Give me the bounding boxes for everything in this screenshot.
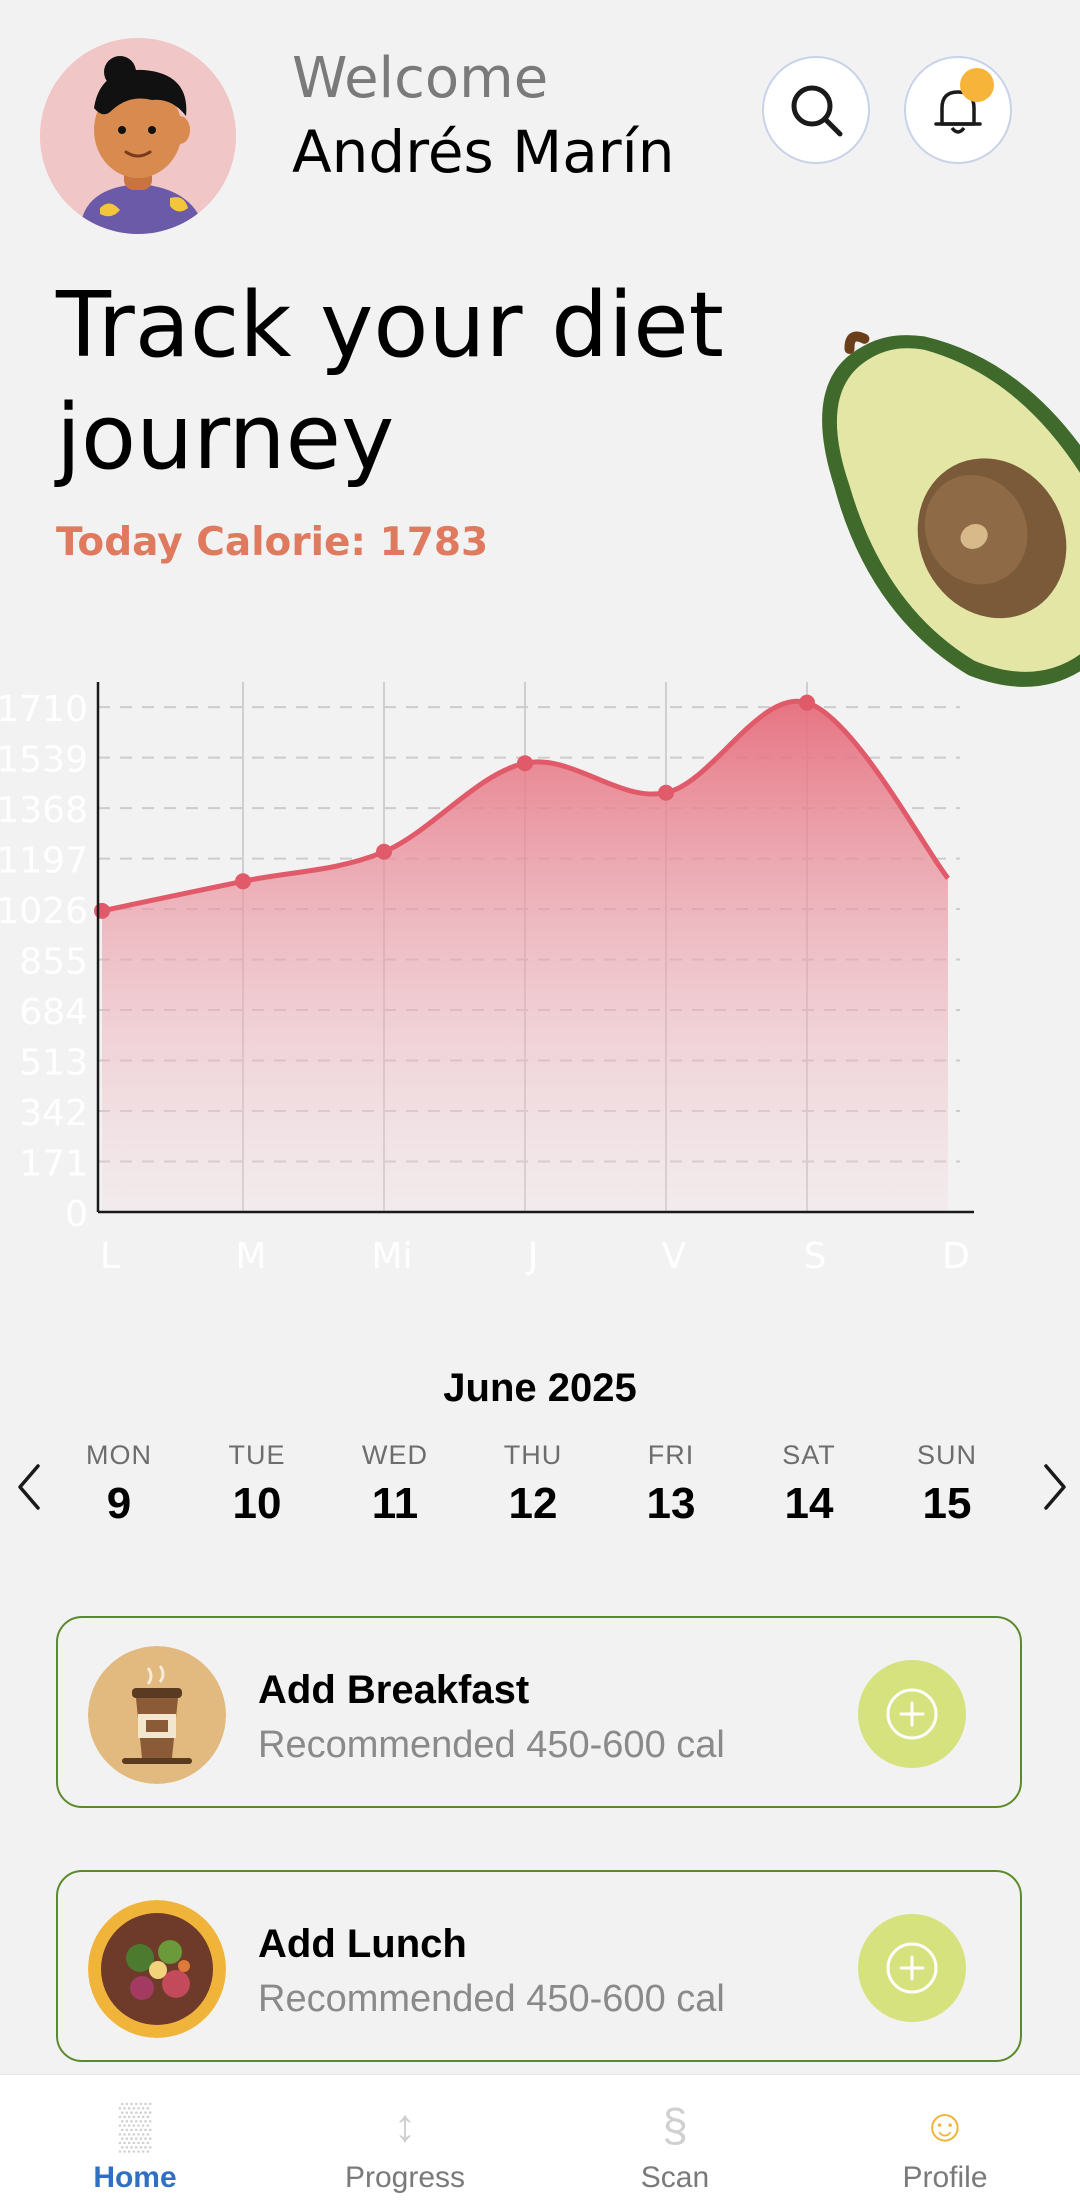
day-number: 14	[784, 1479, 834, 1528]
y-tick-label: 1368	[0, 790, 88, 831]
previous-week-button[interactable]	[4, 1452, 54, 1522]
salad-bowl-icon	[88, 1900, 226, 2038]
day-number: 15	[922, 1479, 972, 1528]
data-point	[658, 784, 674, 801]
calendar-day[interactable]: SUN 15	[887, 1440, 1007, 1529]
data-point	[799, 694, 815, 711]
meal-title: Add Lunch	[258, 1922, 467, 1966]
calorie-chart: 0 171 342 513 684 855 1026 1197 1368 1539 1710 L M M…	[0, 682, 974, 1277]
day-name: SUN	[916, 1440, 977, 1470]
data-point	[235, 873, 251, 890]
next-week-button[interactable]	[1030, 1452, 1080, 1522]
y-tick-label: 1710	[0, 689, 88, 730]
x-tick-label: V	[662, 1236, 687, 1277]
calendar-day[interactable]: TUE 10	[197, 1440, 317, 1529]
progress-icon: ↕	[393, 2099, 417, 2151]
welcome-label: Welcome	[292, 46, 549, 111]
day-number: 13	[646, 1479, 696, 1528]
x-tick-label: M	[235, 1236, 266, 1277]
day-number: 10	[232, 1479, 282, 1528]
data-point	[376, 843, 392, 860]
chevron-right-icon	[1044, 1464, 1066, 1510]
day-number: 11	[371, 1479, 419, 1528]
nav-scan[interactable]: § Scan	[540, 2075, 810, 2212]
y-tick-label: 0	[65, 1194, 88, 1235]
scan-icon: §	[662, 2099, 688, 2151]
notifications-button[interactable]	[904, 56, 1012, 164]
today-calorie: Today Calorie: 1783	[56, 520, 489, 565]
add-breakfast-button[interactable]	[858, 1660, 966, 1768]
avocado-icon	[822, 331, 1080, 687]
day-name: SAT	[782, 1440, 836, 1470]
day-name: MON	[86, 1440, 152, 1470]
day-name: WED	[362, 1440, 428, 1470]
avatar-cartoon-icon	[40, 38, 236, 234]
x-tick-label: J	[526, 1236, 539, 1277]
avocado-image	[760, 280, 1080, 750]
meal-recommendation: Recommended 450-600 cal	[258, 1724, 725, 1766]
breakfast-card[interactable]: Add Breakfast Recommended 450-600 cal	[56, 1616, 1022, 1808]
day-number: 12	[508, 1479, 558, 1528]
area-fill	[102, 701, 948, 1212]
page-title: Track your diet journey	[56, 273, 724, 490]
nav-label: Profile	[902, 2161, 988, 2194]
notification-dot	[960, 68, 994, 102]
add-lunch-button[interactable]	[858, 1914, 966, 2022]
home-icon: ▒	[118, 2099, 152, 2151]
y-tick-label: 342	[19, 1093, 88, 1134]
lunch-thumbnail	[88, 1900, 226, 2038]
data-point	[517, 755, 533, 772]
y-tick-label: 684	[19, 992, 88, 1033]
day-name: FRI	[647, 1440, 695, 1470]
calendar-day[interactable]: FRI 13	[611, 1440, 731, 1529]
nav-label: Scan	[640, 2161, 710, 2194]
nav-label: Progress	[344, 2161, 466, 2194]
calendar-day[interactable]: WED 11	[335, 1440, 455, 1529]
nav-progress[interactable]: ↕ Progress	[270, 2075, 540, 2212]
lunch-card[interactable]: Add Lunch Recommended 450-600 cal	[56, 1870, 1022, 2062]
search-button[interactable]	[762, 56, 870, 164]
y-tick-label: 1197	[0, 841, 88, 882]
calendar-day[interactable]: SAT 14	[749, 1440, 869, 1529]
y-tick-label: 513	[19, 1043, 88, 1084]
nav-home[interactable]: ▒ Home	[0, 2075, 270, 2212]
profile-icon: ☺	[921, 2099, 969, 2151]
search-icon	[791, 85, 843, 137]
y-tick-label: 855	[19, 942, 88, 983]
x-tick-label: D	[942, 1236, 970, 1277]
x-tick-label: L	[100, 1236, 120, 1277]
nav-label: Home	[93, 2161, 177, 2194]
chevron-left-icon	[18, 1464, 40, 1510]
day-name: THU	[503, 1440, 563, 1470]
nav-profile[interactable]: ☺ Profile	[810, 2075, 1080, 2212]
breakfast-thumbnail	[88, 1646, 226, 1784]
plus-circle-icon	[886, 1942, 938, 1994]
meal-title: Add Breakfast	[258, 1668, 530, 1712]
bell-icon	[934, 90, 982, 134]
calendar-day[interactable]: MON 9	[59, 1440, 179, 1529]
y-tick-label: 1539	[0, 740, 88, 781]
coffee-cup-icon	[88, 1646, 226, 1784]
day-number: 9	[106, 1479, 132, 1528]
plus-circle-icon	[886, 1688, 938, 1740]
x-tick-label: S	[804, 1236, 827, 1277]
y-tick-label: 1026	[0, 891, 88, 932]
month-title: June 2025	[443, 1366, 637, 1410]
bottom-navigation: ▒ Home ↕ Progress § Scan ☺ Profile	[0, 2074, 1080, 2212]
avatar[interactable]	[40, 38, 236, 234]
data-point	[94, 902, 110, 919]
user-name: Andrés Marín	[292, 118, 675, 186]
y-tick-label: 171	[19, 1144, 88, 1185]
calendar-day[interactable]: THU 12	[473, 1440, 593, 1529]
meal-recommendation: Recommended 450-600 cal	[258, 1978, 725, 2020]
day-name: TUE	[228, 1440, 286, 1470]
x-tick-label: Mi	[371, 1236, 412, 1277]
